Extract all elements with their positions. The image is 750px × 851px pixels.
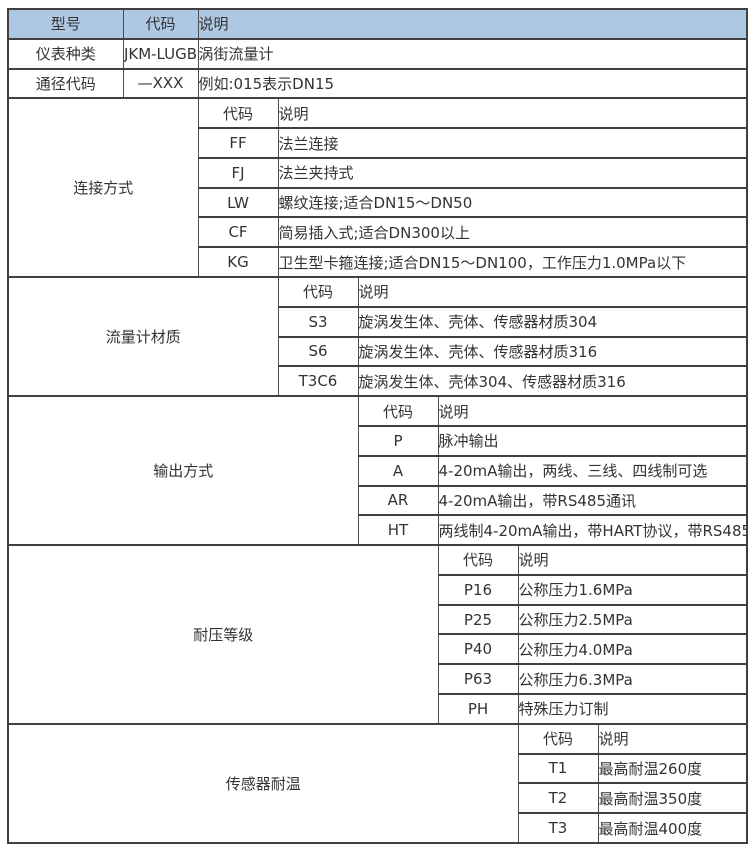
table-row: S3 旋涡发生体、壳体、传感器材质304 <box>8 305 748 338</box>
subheader-desc: 说明 <box>277 97 748 130</box>
table-row: 仪表种类 JKM-LUGB 涡街流量计 <box>7 37 748 70</box>
code-cell: S3 <box>277 305 359 338</box>
code-cell: S6 <box>277 335 359 368</box>
desc-cell: 脉冲输出 <box>437 424 748 457</box>
subheader-desc: 说明 <box>597 722 748 755</box>
section-header-row: 耐压等级 代码 说明 <box>7 544 748 725</box>
code-cell: FJ <box>197 156 279 189</box>
code-cell: LW <box>197 186 279 219</box>
code-cell: —XXX <box>122 67 199 100</box>
code-cell: KG <box>197 246 279 279</box>
table-row: T2 最高耐温350度 <box>8 782 748 815</box>
desc-cell: 公称压力2.5MPa <box>517 603 748 636</box>
table-row: FJ 法兰夹持式 <box>8 156 748 189</box>
code-cell: P25 <box>437 603 519 636</box>
header-desc-col: 说明 <box>197 8 748 40</box>
table-row: PH 特殊压力订制 <box>8 692 748 725</box>
desc-cell: 公称压力6.3MPa <box>517 663 748 695</box>
desc-cell: 例如:015表示DN15 <box>197 67 748 100</box>
table-row: T3C6 旋涡发生体、壳体304、传感器材质316 <box>8 365 748 398</box>
header-code-col: 代码 <box>122 8 199 40</box>
table-row: LW 螺纹连接;适合DN15～DN50 <box>8 186 748 219</box>
code-cell: P63 <box>437 663 519 695</box>
code-cell: AR <box>357 484 439 517</box>
table-row: P25 公称压力2.5MPa <box>8 603 748 636</box>
desc-cell: 4-20mA输出，带RS485通讯 <box>437 484 748 517</box>
section-header-row: 输出方式 代码 说明 <box>7 395 748 547</box>
desc-cell: 特殊压力订制 <box>517 692 748 725</box>
section-label-connection: 连接方式 <box>7 97 199 279</box>
desc-cell: 最高耐温350度 <box>597 782 748 815</box>
table-row: HT 两线制4-20mA输出，带HART协议，带RS485 <box>8 514 748 547</box>
desc-cell: 法兰连接 <box>277 127 748 159</box>
subheader-desc: 说明 <box>437 395 748 427</box>
section-label-material: 流量计材质 <box>7 276 279 398</box>
table-header-row: 型号 代码 说明 <box>7 8 748 40</box>
desc-cell: 旋涡发生体、壳体304、传感器材质316 <box>357 365 748 398</box>
table-row: P 脉冲输出 <box>8 424 748 457</box>
desc-cell: 最高耐温400度 <box>597 812 748 844</box>
header-model-col: 型号 <box>7 8 124 40</box>
code-cell: A <box>357 454 439 487</box>
table-row: 通径代码 —XXX 例如:015表示DN15 <box>7 67 748 100</box>
row-label-diameter-code: 通径代码 <box>7 67 124 100</box>
desc-cell: 两线制4-20mA输出，带HART协议，带RS485 <box>437 514 748 547</box>
table-row: P16 公称压力1.6MPa <box>8 573 748 606</box>
code-cell: T2 <box>517 782 599 815</box>
table-row: T1 最高耐温260度 <box>8 752 748 785</box>
desc-cell: 公称压力1.6MPa <box>517 573 748 606</box>
desc-cell: 旋涡发生体、壳体、传感器材质316 <box>357 335 748 368</box>
code-cell: HT <box>357 514 439 547</box>
section-label-pressure: 耐压等级 <box>7 544 439 725</box>
subheader-code: 代码 <box>277 276 359 308</box>
desc-cell: 最高耐温260度 <box>597 752 748 785</box>
desc-cell: 卫生型卡箍连接;适合DN15～DN100，工作压力1.0MPa以下 <box>277 246 748 279</box>
subheader-code: 代码 <box>517 722 599 755</box>
code-cell: P <box>357 424 439 457</box>
table-row: KG 卫生型卡箍连接;适合DN15～DN100，工作压力1.0MPa以下 <box>8 246 748 279</box>
model-selection-table: 型号 代码 说明 仪表种类 JKM-LUGB 涡街流量计 通径代码 —XXX 例… <box>7 8 749 845</box>
code-cell: PH <box>437 692 519 725</box>
section-header-row: 传感器耐温 代码 说明 <box>7 722 748 845</box>
code-cell: P16 <box>437 573 519 606</box>
subheader-desc: 说明 <box>357 276 748 308</box>
code-cell: T3 <box>517 812 599 844</box>
desc-cell: 螺纹连接;适合DN15～DN50 <box>277 186 748 219</box>
table-row: FF 法兰连接 <box>8 127 748 159</box>
table-row: S6 旋涡发生体、壳体、传感器材质316 <box>8 335 748 368</box>
desc-cell: 涡街流量计 <box>197 37 748 70</box>
section-label-temperature: 传感器耐温 <box>7 722 519 845</box>
desc-cell: 4-20mA输出，两线、三线、四线制可选 <box>437 454 748 487</box>
code-cell: CF <box>197 216 279 249</box>
desc-cell: 简易插入式;适合DN300以上 <box>277 216 748 249</box>
subheader-code: 代码 <box>357 395 439 427</box>
subheader-code: 代码 <box>437 544 519 576</box>
table-row: A 4-20mA输出，两线、三线、四线制可选 <box>8 454 748 487</box>
table-row: AR 4-20mA输出，带RS485通讯 <box>8 484 748 517</box>
subheader-code: 代码 <box>197 97 279 130</box>
row-label-instrument-type: 仪表种类 <box>7 37 124 70</box>
section-header-row: 连接方式 代码 说明 <box>7 97 748 279</box>
code-cell: T1 <box>517 752 599 785</box>
code-cell: JKM-LUGB <box>122 37 199 70</box>
code-cell: T3C6 <box>277 365 359 398</box>
table-row: T3 最高耐温400度 <box>8 812 748 844</box>
table-row: P40 公称压力4.0MPa <box>8 633 748 666</box>
code-cell: FF <box>197 127 279 159</box>
section-header-row: 流量计材质 代码 说明 <box>7 276 748 398</box>
desc-cell: 公称压力4.0MPa <box>517 633 748 666</box>
table-row: CF 简易插入式;适合DN300以上 <box>8 216 748 249</box>
desc-cell: 法兰夹持式 <box>277 156 748 189</box>
section-label-output: 输出方式 <box>7 395 359 547</box>
subheader-desc: 说明 <box>517 544 748 576</box>
code-cell: P40 <box>437 633 519 666</box>
desc-cell: 旋涡发生体、壳体、传感器材质304 <box>357 305 748 338</box>
table-row: P63 公称压力6.3MPa <box>8 663 748 695</box>
